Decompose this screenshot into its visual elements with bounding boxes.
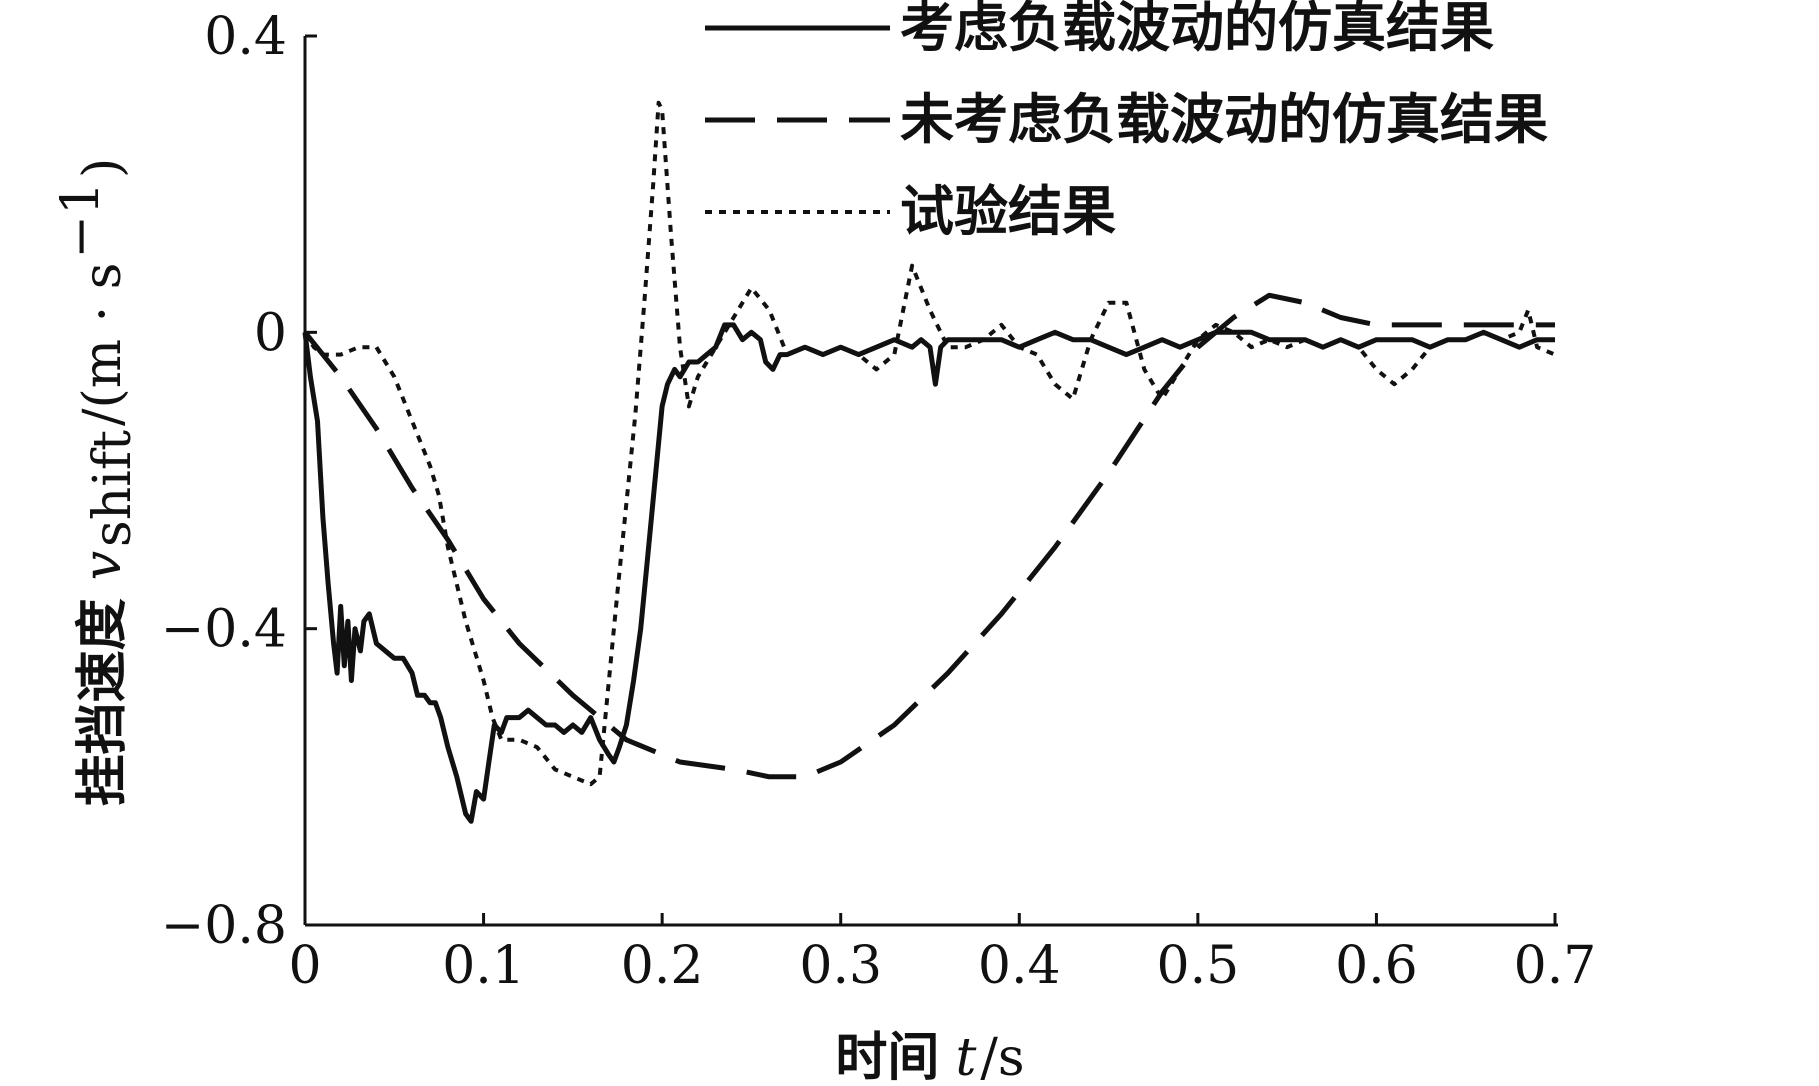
x-axis-label-unit: /s — [980, 1028, 1024, 1086]
legend-label: 未考虑负载波动的仿真结果 — [900, 88, 1548, 151]
x-axis-label-text: 时间 — [835, 1028, 939, 1086]
y-axis-label: 挂挡速度 v shift /(m · s −1 ) — [51, 158, 143, 807]
x-axis-label: 时间 t /s — [835, 1028, 1024, 1086]
x-tick-label: 0.1 — [442, 936, 525, 996]
y-axis-label-symbol: v — [73, 551, 133, 580]
y-axis-label-unit-close: ) — [73, 158, 133, 178]
x-tick-label: 0.7 — [1514, 936, 1597, 996]
x-axis-ticks: 0 0.1 0.2 0.3 0.4 0.5 0.6 0.7 — [288, 913, 1596, 996]
legend-entry: 考虑负载波动的仿真结果 — [705, 0, 1494, 59]
series-line-solid — [302, 322, 1555, 824]
x-tick-label: 0.4 — [978, 936, 1061, 996]
y-axis-label-unit: /(m · s — [73, 263, 133, 426]
series-line-dotted — [303, 100, 1556, 787]
y-tick-label: −0.4 — [161, 600, 287, 660]
y-axis-label-unit-sup: −1 — [51, 182, 111, 259]
legend-entry: 未考虑负载波动的仿真结果 — [705, 88, 1548, 151]
y-axis-label-subscript: shift — [83, 430, 143, 547]
plot-area — [302, 100, 1556, 824]
y-tick-label: −0.8 — [161, 896, 287, 956]
legend-label: 考虑负载波动的仿真结果 — [900, 0, 1494, 59]
x-tick-label: 0.6 — [1335, 936, 1418, 996]
y-axis-label-text: 挂挡速度 — [73, 598, 133, 806]
x-tick-label: 0.5 — [1157, 936, 1240, 996]
legend-entry: 试验结果 — [705, 180, 1116, 243]
y-tick-label: 0 — [254, 303, 287, 363]
series-line-dashed — [303, 292, 1555, 780]
x-tick-label: 0.2 — [621, 936, 704, 996]
legend: 考虑负载波动的仿真结果 未考虑负载波动的仿真结果 试验结果 — [705, 0, 1548, 243]
x-axis-label-symbol: t — [955, 1028, 976, 1086]
x-tick-label: 0.3 — [799, 936, 882, 996]
y-tick-label: 0.4 — [204, 7, 287, 67]
legend-label: 试验结果 — [900, 180, 1116, 243]
y-axis-ticks: −0.8 −0.4 0 0.4 — [161, 7, 317, 956]
x-tick-label: 0 — [288, 936, 321, 996]
